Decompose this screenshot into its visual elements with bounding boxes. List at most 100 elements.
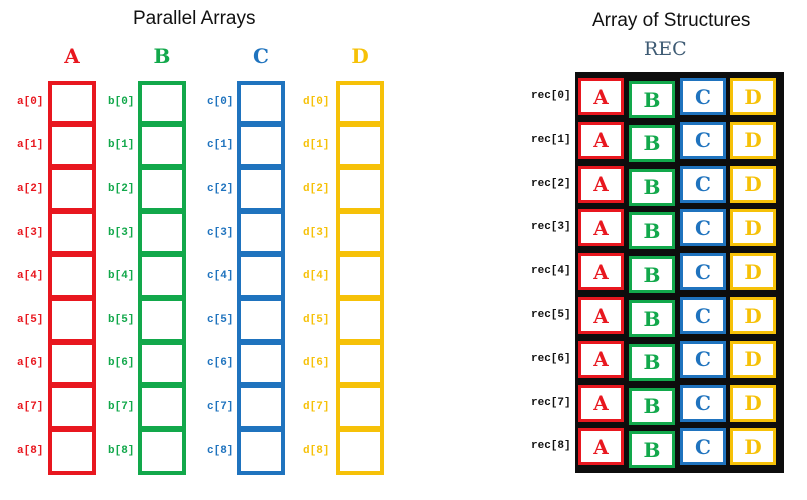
array-cell-c-8 — [237, 427, 285, 476]
rec-index-label-4: rec[4] — [531, 265, 571, 278]
array-index-label-b-8: b[8] — [108, 444, 135, 457]
array-cell-d-1 — [336, 122, 384, 169]
array-index-label-c-7: c[7] — [207, 401, 234, 413]
rec-field-b-2: B — [629, 168, 675, 206]
array-cell-a-1 — [48, 122, 96, 169]
rec-field-d-4: D — [730, 253, 776, 291]
rec-field-c-0: C — [680, 78, 726, 115]
array-cell-b-5 — [138, 297, 186, 343]
array-index-label-a-1: a[1] — [17, 139, 44, 152]
rec-field-d-7: D — [730, 384, 776, 422]
rec-field-b-5: B — [629, 300, 675, 337]
rec-field-b-4: B — [629, 256, 675, 294]
array-cell-c-4 — [237, 253, 285, 299]
rec-field-b-1: B — [629, 124, 675, 162]
array-index-label-c-8: c[8] — [207, 444, 234, 457]
array-cell-c-1 — [237, 122, 285, 169]
array-index-label-b-1: b[1] — [108, 139, 135, 152]
rec-field-d-8: D — [730, 428, 776, 466]
array-cell-a-3 — [48, 209, 96, 256]
array-index-label-c-5: c[5] — [207, 313, 234, 326]
rec-subtitle: REC — [644, 38, 687, 60]
rec-field-a-3: A — [578, 209, 624, 247]
rec-field-a-6: A — [578, 340, 624, 378]
rec-field-c-6: C — [680, 340, 726, 378]
array-cell-d-6 — [336, 340, 384, 387]
array-cell-b-2 — [138, 166, 186, 212]
rec-field-d-0: D — [730, 78, 776, 115]
array-index-label-c-3: c[3] — [207, 226, 234, 239]
rec-index-label-3: rec[3] — [531, 221, 571, 234]
array-cell-b-3 — [138, 209, 186, 256]
array-cell-a-0 — [48, 81, 96, 125]
rec-field-b-7: B — [629, 387, 675, 425]
array-index-label-d-8: d[8] — [303, 444, 330, 457]
rec-field-d-6: D — [730, 340, 776, 378]
array-cell-c-5 — [237, 297, 285, 343]
array-header-d: D — [351, 44, 369, 68]
array-index-label-a-7: a[7] — [17, 401, 44, 413]
rec-field-a-5: A — [578, 297, 624, 334]
rec-field-a-1: A — [578, 121, 624, 159]
rec-field-c-4: C — [680, 253, 726, 291]
array-index-label-d-2: d[2] — [303, 183, 330, 195]
array-header-a: A — [64, 44, 80, 68]
rec-field-a-4: A — [578, 253, 624, 291]
rec-index-label-0: rec[0] — [531, 90, 571, 102]
rec-field-a-2: A — [578, 165, 624, 203]
array-header-b: B — [153, 44, 171, 68]
array-cell-c-3 — [237, 209, 285, 256]
rec-field-a-0: A — [578, 78, 624, 115]
rec-field-d-2: D — [730, 165, 776, 203]
array-index-label-c-0: c[0] — [207, 95, 234, 108]
array-cell-d-2 — [336, 166, 384, 212]
rec-field-d-1: D — [730, 121, 776, 159]
array-cell-c-0 — [237, 81, 285, 125]
array-cell-c-7 — [237, 384, 285, 430]
rec-field-b-3: B — [629, 212, 675, 250]
array-index-label-b-4: b[4] — [108, 270, 135, 283]
array-cell-a-6 — [48, 340, 96, 387]
rec-field-a-8: A — [578, 428, 624, 466]
array-cell-b-0 — [138, 81, 186, 125]
rec-index-label-7: rec[7] — [531, 396, 571, 409]
array-index-label-d-5: d[5] — [303, 313, 330, 326]
array-cell-c-2 — [237, 166, 285, 212]
array-cell-d-7 — [336, 384, 384, 430]
array-index-label-c-1: c[1] — [207, 139, 234, 152]
array-index-label-d-6: d[6] — [303, 357, 330, 370]
array-header-c: C — [253, 44, 269, 68]
array-cell-b-1 — [138, 122, 186, 169]
array-index-label-c-2: c[2] — [207, 183, 234, 195]
rec-field-d-5: D — [730, 297, 776, 334]
array-cell-b-7 — [138, 384, 186, 430]
array-index-label-b-0: b[0] — [108, 95, 135, 108]
array-index-label-b-7: b[7] — [108, 401, 135, 413]
array-index-label-a-8: a[8] — [17, 444, 44, 457]
array-cell-d-5 — [336, 297, 384, 343]
array-index-label-b-5: b[5] — [108, 313, 135, 326]
array-cell-c-6 — [237, 340, 285, 387]
rec-field-d-3: D — [730, 209, 776, 247]
rec-index-label-5: rec[5] — [531, 309, 571, 321]
array-cell-a-8 — [48, 427, 96, 476]
array-cell-a-5 — [48, 297, 96, 343]
rec-field-c-3: C — [680, 209, 726, 247]
parallel-arrays-title: Parallel Arrays — [133, 8, 256, 29]
array-cell-a-7 — [48, 384, 96, 430]
rec-field-b-8: B — [629, 431, 675, 469]
rec-index-label-6: rec[6] — [531, 352, 571, 365]
array-index-label-d-0: d[0] — [303, 95, 330, 108]
rec-field-a-7: A — [578, 384, 624, 422]
array-index-label-b-3: b[3] — [108, 226, 135, 239]
array-cell-b-8 — [138, 427, 186, 476]
array-index-label-a-5: a[5] — [17, 313, 44, 326]
array-cell-d-3 — [336, 209, 384, 256]
array-index-label-c-4: c[4] — [207, 270, 234, 283]
array-cell-a-2 — [48, 166, 96, 212]
array-index-label-a-4: a[4] — [17, 270, 44, 283]
array-cell-a-4 — [48, 253, 96, 299]
array-index-label-a-0: a[0] — [17, 95, 44, 108]
array-cell-d-8 — [336, 427, 384, 476]
